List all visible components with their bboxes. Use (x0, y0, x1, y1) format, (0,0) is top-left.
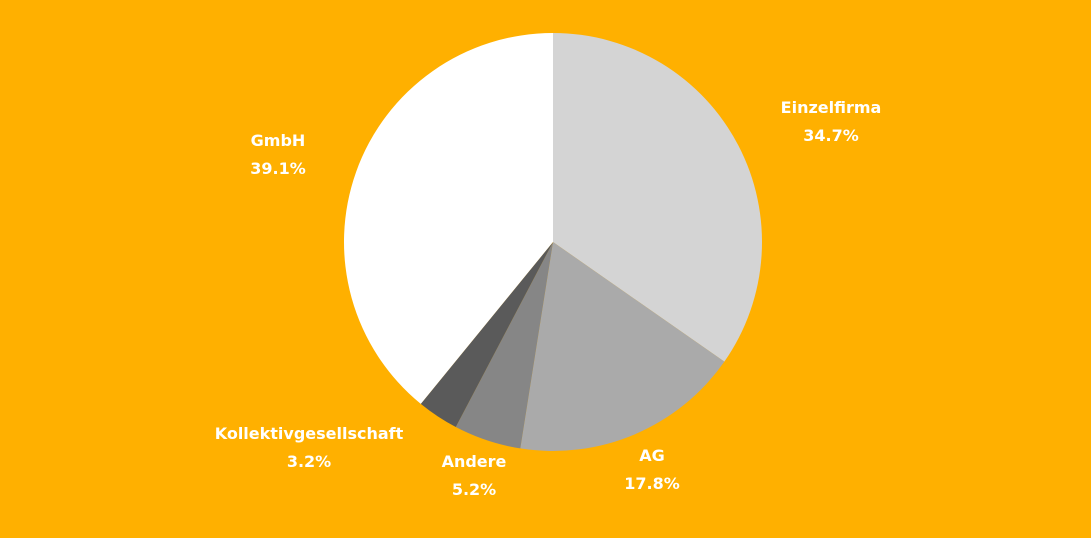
pie-slices (343, 33, 763, 452)
slice-label-einzelfirma: Einzelfirma (781, 98, 882, 117)
slice-label-kollektivgesellschaft: Kollektivgesellschaft (215, 424, 404, 443)
slice-value-ag: 17.8% (624, 474, 680, 493)
pie-labels: Einzelfirma 34.7% AG 17.8% Andere 5.2% Kollekt… (215, 98, 882, 499)
slice-label-gmbh: GmbH (251, 131, 306, 150)
pie-slice-andere (455, 242, 553, 449)
pie-slice-gmbh (343, 33, 553, 404)
slice-value-andere: 5.2% (452, 480, 496, 499)
slice-label-andere: Andere (442, 452, 507, 471)
slice-value-einzelfirma: 34.7% (803, 126, 859, 145)
slice-label-ag: AG (639, 446, 665, 465)
pie-slice-kollektivgesellschaft (420, 242, 553, 428)
slice-value-kollektivgesellschaft: 3.2% (287, 452, 331, 471)
slice-value-gmbh: 39.1% (250, 159, 306, 178)
pie-slice-ag (520, 242, 725, 452)
pie-slice-einzelfirma (553, 33, 763, 362)
